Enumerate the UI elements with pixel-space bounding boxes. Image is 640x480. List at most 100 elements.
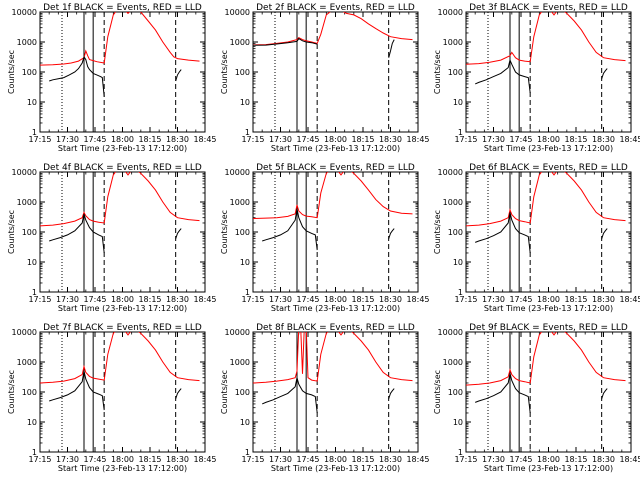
x-tick-label: 17:30 (269, 455, 292, 464)
y-tick-label: 10 (240, 98, 250, 107)
y-tick-label: 100 (22, 228, 37, 237)
x-axis-label: Start Time (23-Feb-13 17:12:00) (484, 144, 613, 153)
x-tick-label: 18:30 (166, 295, 189, 304)
y-tick-label: 10000 (225, 328, 250, 337)
events-rate-line (175, 388, 182, 399)
events-rate-line (262, 208, 318, 251)
x-tick-label: 18:15 (138, 135, 161, 144)
x-tick-label: 17:45 (83, 455, 106, 464)
x-tick-label: 18:45 (406, 455, 429, 464)
x-tick-label: 18:45 (406, 135, 429, 144)
x-tick-label: 17:45 (83, 135, 106, 144)
x-tick-label: 18:30 (592, 295, 615, 304)
x-tick-label: 18:30 (166, 135, 189, 144)
lld-rate-line (466, 172, 626, 227)
y-tick-label: 1000 (17, 198, 37, 207)
events-rate-line (388, 228, 395, 239)
panel-title: Det 1f BLACK = Events, RED = LLD (43, 3, 202, 13)
lld-rate-line (253, 332, 413, 384)
x-tick-label: 17:45 (83, 295, 106, 304)
y-axis-label: Counts/sec (7, 50, 16, 94)
x-tick-label: 17:45 (296, 135, 319, 144)
detector-panel: Det 9f BLACK = Events, RED = LLD 1 10 100 10… (433, 323, 640, 473)
lld-rate-line (466, 332, 626, 386)
x-tick-label: 18:30 (379, 135, 402, 144)
events-rate-line (49, 370, 105, 411)
detector-panel: Det 5f BLACK = Events, RED = LLD 1 10 100 10… (220, 163, 430, 313)
panel-title: Det 3f BLACK = Events, RED = LLD (469, 3, 628, 13)
y-tick-label: 100 (235, 68, 250, 77)
plot-frame (465, 331, 632, 453)
x-tick-label: 17:15 (454, 135, 477, 144)
y-tick-label: 10000 (225, 168, 250, 177)
panel-title: Det 5f BLACK = Events, RED = LLD (256, 163, 415, 173)
y-tick-label: 1 (32, 288, 37, 297)
x-tick-label: 17:15 (28, 455, 51, 464)
x-tick-label: 18:15 (564, 295, 587, 304)
x-tick-label: 17:45 (296, 295, 319, 304)
x-tick-label: 17:30 (482, 455, 505, 464)
x-axis-label: Start Time (23-Feb-13 17:12:00) (271, 144, 400, 153)
y-tick-label: 100 (448, 228, 463, 237)
y-tick-label: 10000 (438, 328, 463, 337)
y-tick-label: 10000 (12, 328, 37, 337)
x-tick-label: 18:15 (351, 295, 374, 304)
x-axis-label: Start Time (23-Feb-13 17:12:00) (58, 464, 187, 473)
panel-title: Det 8f BLACK = Events, RED = LLD (256, 323, 415, 333)
x-tick-label: 17:30 (56, 135, 79, 144)
y-tick-label: 10 (27, 258, 37, 267)
x-tick-label: 17:30 (482, 135, 505, 144)
series-group (466, 332, 626, 414)
x-tick-label: 17:30 (269, 295, 292, 304)
y-axis-label: Counts/sec (433, 50, 442, 94)
x-tick-label: 18:30 (379, 455, 402, 464)
y-axis-label: Counts/sec (7, 210, 16, 254)
y-tick-label: 1 (245, 448, 250, 457)
y-tick-label: 10000 (12, 8, 37, 17)
events-rate-line (601, 228, 608, 239)
x-tick-label: 17:30 (56, 455, 79, 464)
detector-panel: Det 8f BLACK = Events, RED = LLD 1 10 100 10… (220, 323, 430, 473)
plot-frame (252, 331, 419, 453)
events-rate-line (175, 228, 182, 239)
y-tick-label: 10000 (438, 8, 463, 17)
x-tick-label: 18:45 (193, 295, 216, 304)
y-tick-label: 10 (27, 98, 37, 107)
x-tick-label: 17:45 (509, 455, 532, 464)
x-tick-label: 18:45 (619, 135, 640, 144)
x-axis-label: Start Time (23-Feb-13 17:12:00) (58, 144, 187, 153)
y-tick-label: 100 (22, 68, 37, 77)
y-tick-label: 10 (453, 258, 463, 267)
x-tick-label: 18:45 (406, 295, 429, 304)
y-tick-label: 10 (453, 98, 463, 107)
events-rate-line (49, 55, 105, 97)
y-tick-label: 100 (235, 228, 250, 237)
y-axis-label: Counts/sec (220, 50, 229, 94)
series-group (253, 332, 413, 414)
y-axis-label: Counts/sec (7, 370, 16, 414)
x-tick-label: 17:30 (56, 295, 79, 304)
y-tick-label: 1000 (230, 198, 250, 207)
y-tick-label: 10 (240, 258, 250, 267)
x-tick-label: 18:15 (351, 135, 374, 144)
series-group (40, 172, 200, 254)
x-tick-label: 18:45 (193, 455, 216, 464)
plot-frame (39, 11, 206, 133)
x-tick-label: 18:15 (564, 135, 587, 144)
x-tick-label: 17:30 (269, 135, 292, 144)
lld-rate-line (40, 332, 200, 384)
x-tick-label: 17:15 (28, 295, 51, 304)
x-tick-label: 18:30 (592, 455, 615, 464)
events-rate-line (475, 58, 531, 94)
x-tick-label: 17:45 (509, 295, 532, 304)
x-axis-label: Start Time (23-Feb-13 17:12:00) (271, 464, 400, 473)
y-tick-label: 1 (458, 128, 463, 137)
y-axis-label: Counts/sec (433, 210, 442, 254)
plot-frame (465, 11, 632, 133)
y-tick-label: 1 (458, 448, 463, 457)
detector-panel: Det 2f BLACK = Events, RED = LLD 1 10 100 10… (220, 3, 430, 153)
x-tick-label: 18:30 (379, 295, 402, 304)
x-tick-label: 18:30 (166, 455, 189, 464)
series-group (466, 12, 626, 94)
